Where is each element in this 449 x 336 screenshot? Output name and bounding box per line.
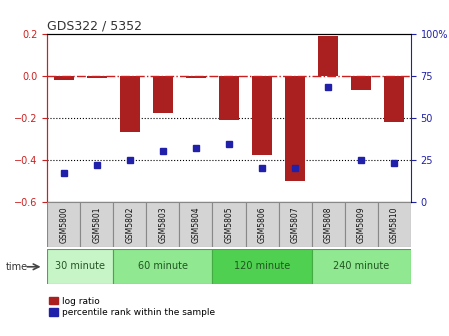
Text: 60 minute: 60 minute <box>138 261 188 271</box>
Bar <box>252 76 272 155</box>
Text: GSM5809: GSM5809 <box>357 206 366 243</box>
Text: GSM5804: GSM5804 <box>191 206 200 243</box>
Bar <box>113 249 212 284</box>
Text: GSM5810: GSM5810 <box>390 206 399 243</box>
Text: 240 minute: 240 minute <box>333 261 389 271</box>
Bar <box>378 202 411 247</box>
Text: GSM5801: GSM5801 <box>92 206 101 243</box>
Bar <box>87 76 107 78</box>
Bar <box>153 76 173 114</box>
Text: GSM5800: GSM5800 <box>59 206 68 243</box>
Text: GSM5807: GSM5807 <box>291 206 299 243</box>
Bar <box>345 202 378 247</box>
Text: 30 minute: 30 minute <box>55 261 105 271</box>
Bar <box>246 202 278 247</box>
Bar <box>312 249 411 284</box>
Legend: log ratio, percentile rank within the sample: log ratio, percentile rank within the sa… <box>49 297 215 317</box>
Text: GDS322 / 5352: GDS322 / 5352 <box>47 19 142 33</box>
Bar <box>219 76 239 120</box>
Text: time: time <box>5 262 27 272</box>
Bar <box>212 202 246 247</box>
Bar <box>80 202 113 247</box>
Bar <box>285 76 305 180</box>
Bar <box>47 249 113 284</box>
Bar <box>186 76 206 78</box>
Text: GSM5808: GSM5808 <box>324 206 333 243</box>
Bar <box>180 202 212 247</box>
Bar <box>212 249 312 284</box>
Bar <box>278 202 312 247</box>
Text: GSM5802: GSM5802 <box>125 206 134 243</box>
Bar <box>312 202 345 247</box>
Bar <box>113 202 146 247</box>
Bar <box>120 76 140 132</box>
Bar <box>54 76 74 80</box>
Text: 120 minute: 120 minute <box>234 261 290 271</box>
Text: GSM5805: GSM5805 <box>224 206 233 243</box>
Bar <box>384 76 404 122</box>
Bar <box>351 76 371 90</box>
Bar <box>47 202 80 247</box>
Bar <box>146 202 180 247</box>
Text: GSM5803: GSM5803 <box>158 206 167 243</box>
Text: GSM5806: GSM5806 <box>258 206 267 243</box>
Bar <box>318 36 338 76</box>
